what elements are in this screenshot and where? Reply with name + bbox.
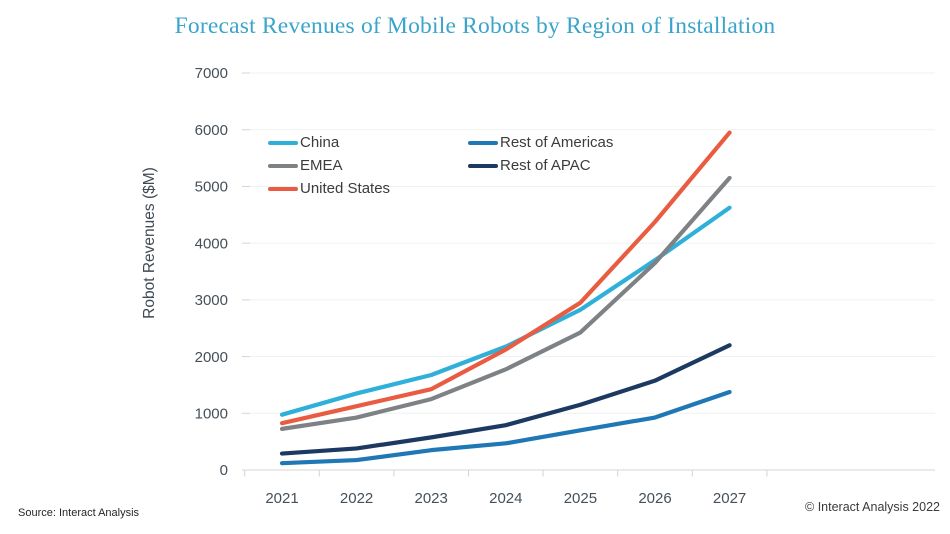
legend-label: China — [300, 134, 340, 151]
line-series-emea — [279, 175, 732, 431]
legend-line-swatch — [468, 163, 498, 168]
x-tick-label: 2021 — [265, 490, 298, 507]
legend-line-swatch — [268, 163, 298, 168]
legend-item-united-states: United States — [268, 177, 468, 200]
legend-item-emea: EMEA — [268, 154, 468, 177]
x-tick-label: 2026 — [638, 490, 671, 507]
y-tick-label: 1000 — [195, 405, 228, 422]
x-tick-label: 2027 — [713, 490, 746, 507]
legend-item-rest-of-americas: Rest of Americas — [468, 131, 613, 154]
y-tick-label: 4000 — [195, 235, 228, 252]
line-series-rest-of-apac — [279, 343, 732, 456]
y-tick-label: 2000 — [195, 349, 228, 366]
legend-item-rest-of-apac: Rest of APAC — [468, 154, 613, 177]
y-tick-label: 5000 — [195, 179, 228, 196]
y-tick-label: 6000 — [195, 122, 228, 139]
legend-label: Rest of APAC — [500, 157, 591, 174]
line-series-china — [279, 205, 732, 417]
source-note: Source: Interact Analysis — [18, 507, 140, 519]
x-tick-label: 2024 — [489, 490, 522, 507]
y-tick-label: 7000 — [195, 65, 228, 82]
copyright-note: © Interact Analysis 2022 — [805, 500, 940, 514]
legend-label: United States — [300, 180, 391, 197]
x-tick-label: 2023 — [415, 490, 448, 507]
legend-line-swatch — [468, 140, 498, 145]
y-tick-label: 3000 — [195, 292, 228, 309]
x-tick-label: 2025 — [564, 490, 597, 507]
legend-label: EMEA — [300, 157, 343, 174]
legend-line-swatch — [268, 186, 298, 191]
chart-legend: China Rest of Americas EMEA Rest of APAC Uni… — [268, 131, 613, 200]
y-axis-title: Robot Revenues ($M) — [141, 167, 158, 319]
line-series-rest-of-americas — [279, 389, 732, 466]
x-tick-label: 2022 — [340, 490, 373, 507]
legend-line-swatch — [268, 140, 298, 145]
legend-item-china: China — [268, 131, 468, 154]
legend-label: Rest of Americas — [500, 134, 614, 151]
chart-title: Forecast Revenues of Mobile Robots by Re… — [174, 13, 776, 39]
y-tick-label: 0 — [220, 462, 228, 479]
line-series-united-states — [279, 130, 732, 426]
